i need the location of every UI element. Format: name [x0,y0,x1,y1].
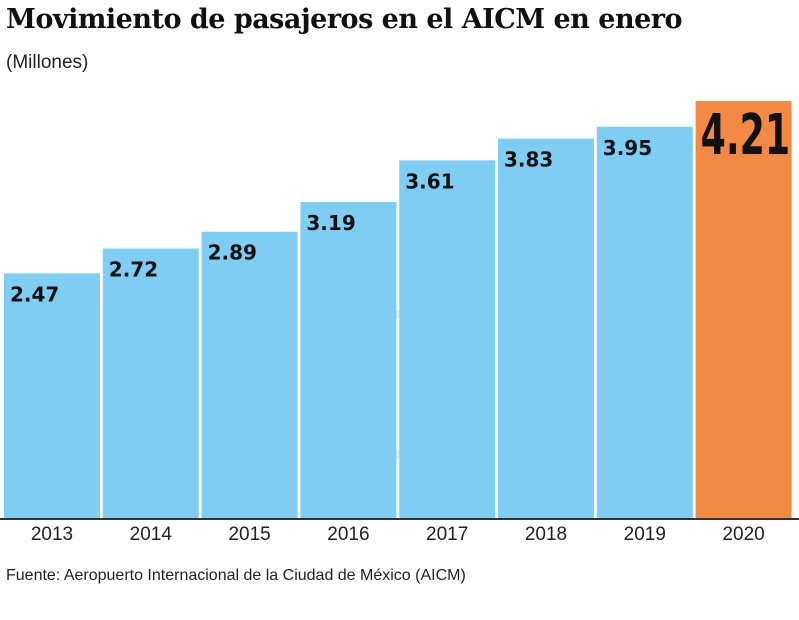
chart-subtitle: (Millones) [6,52,89,73]
x-tick-label: 2016 [327,524,369,545]
data-label: 3.83 [504,148,553,172]
x-tick-label: 2017 [426,524,468,545]
bar-2013 [4,273,100,518]
bar-2014 [102,248,199,518]
data-label: 2.89 [208,241,257,265]
chart-title: Movimiento de pasajeros en el AICM en en… [6,4,683,35]
data-label: 4.21 [701,102,790,167]
x-tick-label: 2020 [722,524,764,545]
bar-2018 [498,138,594,518]
bar-2015 [201,231,298,518]
bar-2017 [399,160,496,518]
x-tick-label: 2019 [624,524,666,545]
bar-2020 [695,101,792,518]
x-tick-label: 2013 [31,524,73,545]
x-tick-label: 2014 [130,524,173,545]
bar-chart: 2.47 2013 2.72 2014 2.89 2015 3.19 2016 3.61 2017… [0,101,799,545]
data-label: 3.61 [405,169,454,193]
x-tick-label: 2018 [525,524,567,545]
data-label: 3.19 [306,211,355,235]
data-label: 2.47 [10,282,59,306]
x-tick-label: 2015 [228,524,270,545]
bar-2016 [300,202,397,518]
bar-2019 [596,126,693,519]
data-label: 3.95 [603,136,652,160]
data-label: 2.72 [109,258,158,282]
source-note: Fuente: Aeropuerto Internacional de la C… [6,567,466,584]
